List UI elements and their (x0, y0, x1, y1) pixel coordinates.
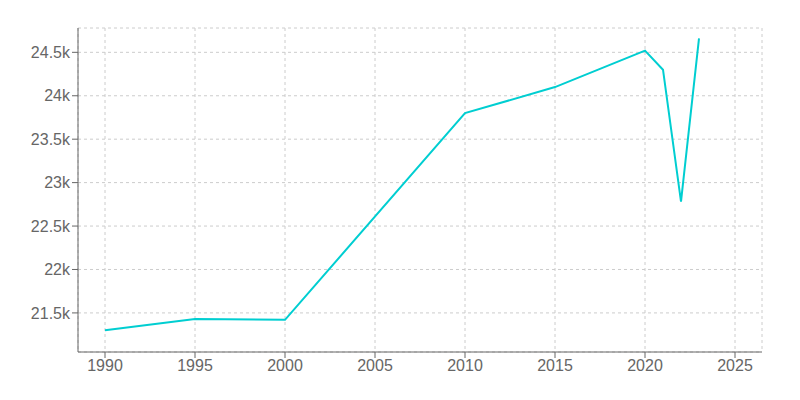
svg-text:1995: 1995 (177, 357, 213, 374)
svg-text:24.5k: 24.5k (31, 44, 71, 61)
svg-text:1990: 1990 (87, 357, 123, 374)
svg-text:22.5k: 22.5k (31, 218, 71, 235)
svg-text:23.5k: 23.5k (31, 131, 71, 148)
svg-text:2000: 2000 (267, 357, 303, 374)
svg-text:22k: 22k (44, 261, 71, 278)
svg-text:2025: 2025 (717, 357, 753, 374)
svg-text:2005: 2005 (357, 357, 393, 374)
svg-text:23k: 23k (44, 174, 71, 191)
svg-text:24k: 24k (44, 87, 71, 104)
svg-text:2020: 2020 (627, 357, 663, 374)
svg-text:2010: 2010 (447, 357, 483, 374)
svg-text:2015: 2015 (537, 357, 573, 374)
svg-text:21.5k: 21.5k (31, 305, 71, 322)
